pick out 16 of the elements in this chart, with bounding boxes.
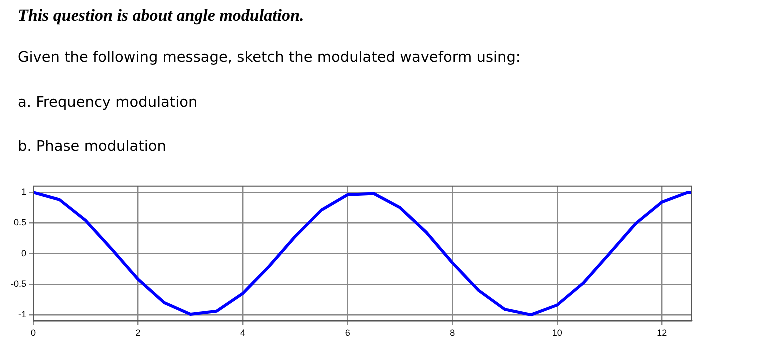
y-tick-label: -0.5 bbox=[10, 278, 27, 289]
x-tick-label: 0 bbox=[31, 328, 36, 338]
text: a. Frequency modulation bbox=[18, 95, 198, 111]
x-tick-label: 2 bbox=[136, 328, 141, 338]
x-tick-label: 8 bbox=[450, 328, 456, 338]
y-tick-label: 0.5 bbox=[14, 218, 27, 228]
x-tick-label: 12 bbox=[657, 328, 668, 338]
chart-title: This question is about angle modulation. bbox=[18, 6, 304, 26]
x-tick-label: 6 bbox=[345, 328, 350, 338]
x-tick-label: 4 bbox=[240, 328, 246, 338]
y-tick-label: 1 bbox=[21, 187, 27, 198]
chart-subtitle: Given the following message, sketch the modulated waveform using: bbox=[18, 50, 521, 66]
text: b. Phase modulation bbox=[18, 139, 166, 155]
y-tick-label: 0 bbox=[21, 248, 27, 258]
y-tick-label: -1 bbox=[18, 310, 27, 320]
x-tick-label: 10 bbox=[552, 328, 562, 338]
